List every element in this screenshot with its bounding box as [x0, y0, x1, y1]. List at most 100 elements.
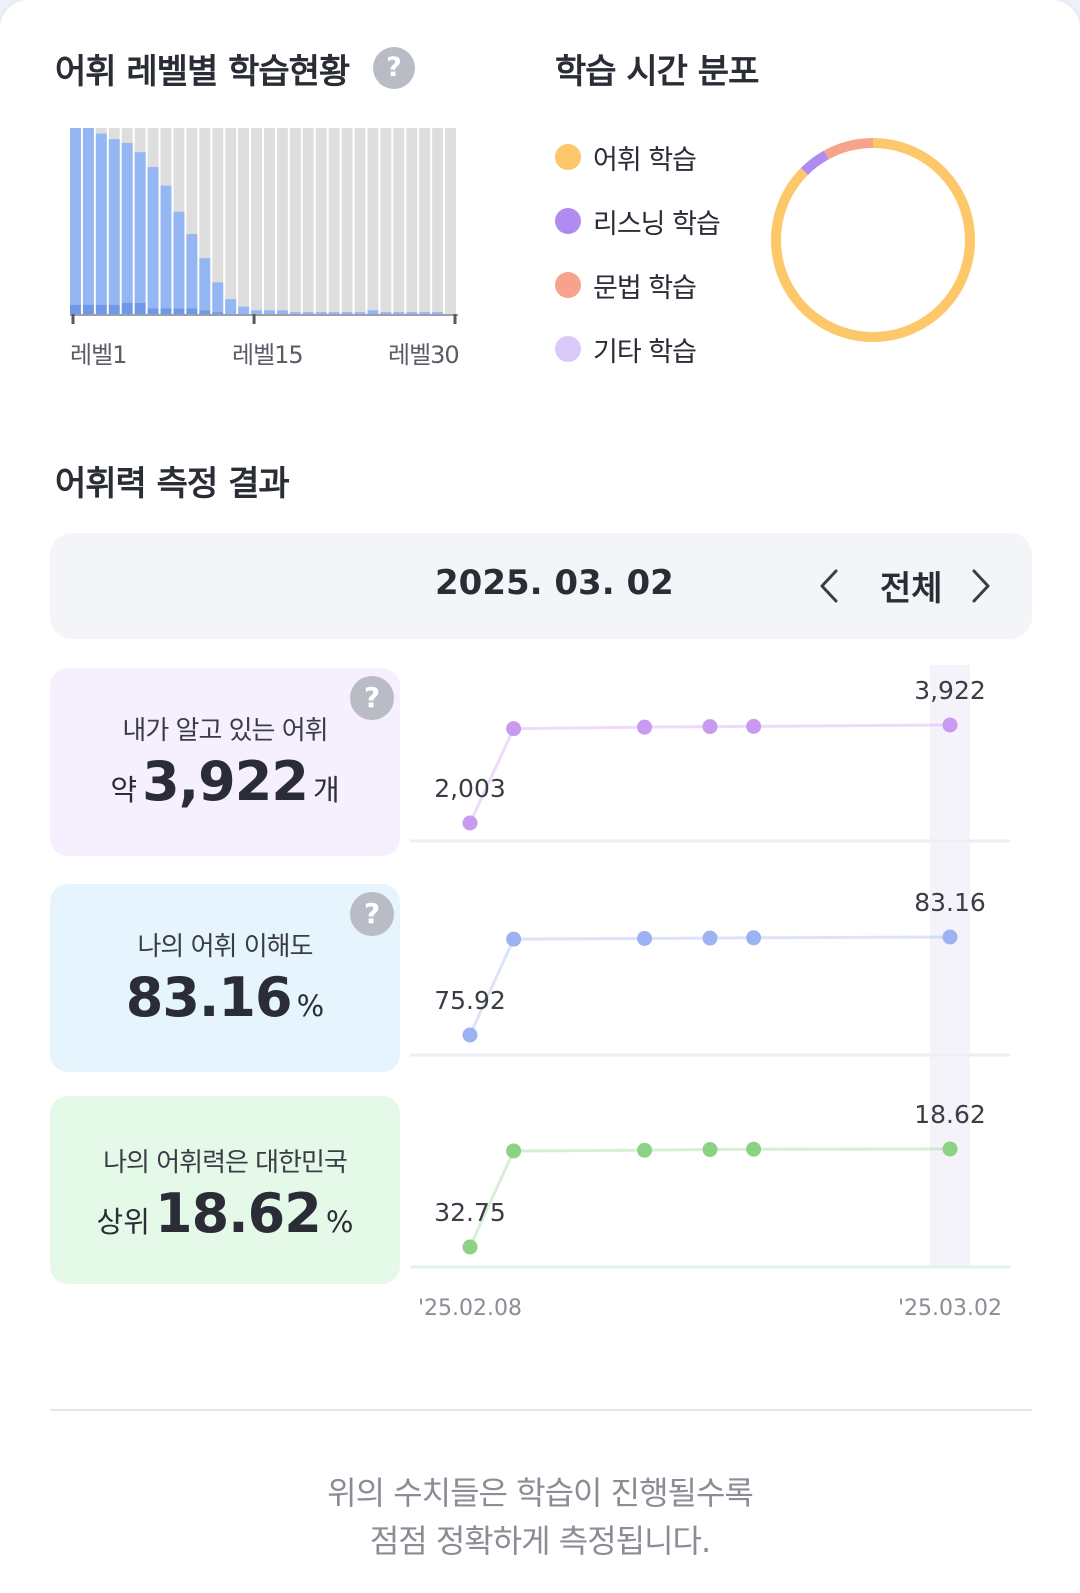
- trend-point: [746, 718, 762, 734]
- trend-last-label: 18.62: [914, 1100, 986, 1129]
- tick-label-level30: 레벨30: [388, 341, 460, 369]
- level-bar-learning: [108, 139, 120, 305]
- legend-label-vocab: 어휘 학습: [593, 144, 697, 176]
- trend-x-label: '25.02.08: [418, 1296, 522, 1321]
- level-bar-bg: [328, 128, 340, 314]
- rank-suffix: %: [325, 1205, 354, 1239]
- level-bar-learning: [380, 312, 392, 314]
- comprehension-label: 나의 어휘 이해도: [137, 932, 314, 962]
- rank-label: 나의 어휘력은 대한민국: [103, 1148, 348, 1178]
- section-divider: [50, 1409, 1032, 1411]
- level-bar-mastered: [147, 308, 159, 314]
- level-bar-learning: [432, 312, 444, 314]
- level-bar-mastered: [212, 312, 224, 314]
- level-bar-mastered: [70, 304, 81, 314]
- trend-line-0: [468, 723, 951, 824]
- known-words-help-icon[interactable]: ?: [350, 676, 394, 720]
- measure-section-title: 어휘력 측정 결과: [55, 464, 290, 504]
- trend-last-label: 83.16: [914, 888, 986, 917]
- distribution-donut-chart: [771, 138, 975, 342]
- level-bar-bg: [432, 128, 444, 314]
- level-bar-mastered: [134, 302, 146, 314]
- level-bar-bg: [302, 128, 314, 314]
- vocab-trend-chart: 2,003 3,922 75.92 83.16 32.75 18.62 '25.02.08 '…: [410, 665, 1010, 1321]
- level-bar-bg: [419, 128, 431, 314]
- legend-dot-grammar: [555, 272, 581, 298]
- trend-point: [942, 1141, 958, 1157]
- level-bar-bg: [341, 128, 353, 314]
- trend-point: [637, 1142, 653, 1158]
- level-section-title: 어휘 레벨별 학습현황: [55, 52, 350, 92]
- trend-point: [506, 931, 522, 947]
- level-bar-bg: [276, 128, 288, 314]
- level-bar-bg: [264, 128, 275, 314]
- known-words-suffix: 개: [313, 773, 340, 807]
- trend-first-label: 75.92: [434, 986, 506, 1015]
- level-bar-learning: [147, 167, 159, 309]
- known-words-value: 3,922: [142, 750, 309, 813]
- level-bar-mastered: [199, 310, 211, 314]
- trend-point: [506, 1143, 522, 1159]
- level-bar-bg: [212, 128, 224, 314]
- level-bar-bg: [380, 128, 392, 314]
- rank-value: 18.62: [155, 1182, 322, 1245]
- trend-last-label: 3,922: [914, 676, 986, 705]
- comprehension-suffix: %: [296, 989, 325, 1023]
- legend-item-vocab: 어휘 학습: [555, 139, 697, 176]
- level-bar-bg: [445, 128, 456, 314]
- legend-dot-other: [555, 336, 581, 362]
- distribution-section-title: 학습 시간 분포: [555, 52, 759, 92]
- trend-point: [506, 721, 522, 737]
- level-bar-learning: [82, 128, 94, 305]
- date-selector-bar: 2025. 03. 02 전체: [50, 533, 1032, 639]
- level-bar-bg: [199, 128, 211, 314]
- level-bar-mastered: [95, 304, 107, 314]
- trend-point: [462, 1239, 478, 1255]
- level-bar-bg: [406, 128, 418, 314]
- comprehension-card: ? 나의 어휘 이해도 83.16 %: [50, 884, 400, 1072]
- legend-item-other: 기타 학습: [555, 331, 697, 368]
- level-bar-bg: [289, 128, 301, 314]
- trend-line-2: [468, 1147, 951, 1248]
- legend-dot-vocab: [555, 144, 581, 170]
- level-bar-chart: [70, 128, 458, 324]
- period-label[interactable]: 전체: [880, 569, 943, 609]
- known-words-card: ? 내가 알고 있는 어휘 약 3,922 개: [50, 668, 400, 856]
- donut-slice-1: [800, 150, 829, 176]
- level-bar-mastered: [160, 308, 172, 314]
- level-bar-learning: [367, 310, 379, 314]
- donut-slice-2: [823, 138, 874, 160]
- chevron-left-icon[interactable]: [810, 563, 850, 609]
- known-words-label: 내가 알고 있는 어휘: [122, 716, 328, 746]
- level-bar-learning: [199, 258, 211, 311]
- legend-item-grammar: 문법 학습: [555, 267, 697, 304]
- selected-date-highlight: [930, 665, 970, 1267]
- level-bar-bg: [393, 128, 405, 314]
- trend-point: [462, 1027, 478, 1043]
- level-bar-learning: [238, 306, 250, 314]
- level-bar-learning: [328, 312, 340, 314]
- trend-point: [746, 1141, 762, 1157]
- legend-label-other: 기타 학습: [593, 336, 697, 368]
- legend-dot-listening: [555, 208, 581, 234]
- rank-value-row: 상위 18.62 %: [50, 1182, 400, 1245]
- trend-first-label: 2,003: [434, 774, 506, 803]
- legend-label-grammar: 문법 학습: [593, 272, 697, 304]
- level-bar-bg: [315, 128, 327, 314]
- known-words-value-row: 약 3,922 개: [50, 750, 400, 813]
- comprehension-help-icon[interactable]: ?: [350, 892, 394, 936]
- level-bar-mastered: [173, 308, 185, 314]
- level-bar-learning: [393, 312, 405, 314]
- chevron-right-icon[interactable]: [960, 563, 1000, 609]
- footer-note-line2: 점점 정확하게 측정됩니다.: [369, 1522, 711, 1560]
- level-bar-learning: [354, 312, 366, 314]
- trend-first-label: 32.75: [434, 1198, 506, 1227]
- trend-point: [942, 717, 958, 733]
- trend-point: [702, 719, 718, 735]
- level-bar-learning: [70, 128, 81, 305]
- level-bar-learning: [276, 310, 288, 314]
- level-bar-learning: [419, 312, 431, 314]
- level-help-icon[interactable]: ?: [373, 47, 415, 89]
- level-bar-learning: [212, 282, 224, 313]
- level-bar-bg: [186, 128, 198, 314]
